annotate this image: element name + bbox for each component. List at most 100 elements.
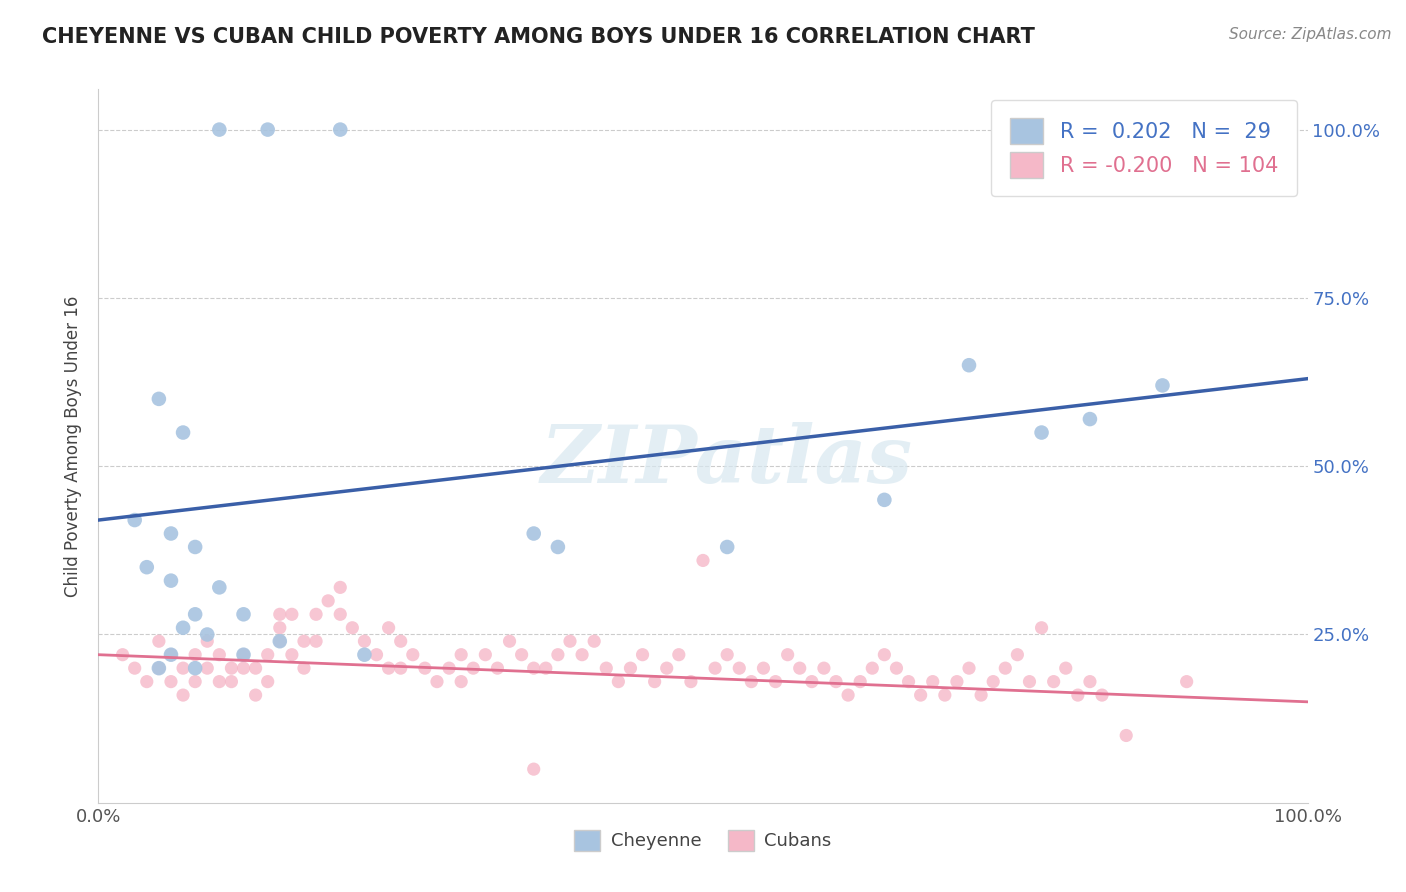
Point — [607, 674, 630, 689]
Point — [474, 648, 496, 662]
Point — [981, 674, 1004, 689]
Point — [437, 661, 460, 675]
Point — [886, 661, 908, 675]
Point — [860, 661, 883, 675]
Point — [789, 661, 811, 675]
Point — [316, 594, 339, 608]
Point — [172, 621, 194, 635]
Point — [1078, 674, 1101, 689]
Point — [148, 634, 170, 648]
Point — [921, 674, 943, 689]
Point — [195, 661, 218, 675]
Point — [389, 634, 412, 648]
Point — [716, 648, 738, 662]
Point — [148, 392, 170, 406]
Point — [148, 661, 170, 675]
Point — [366, 648, 388, 662]
Point — [1115, 729, 1137, 743]
Point — [208, 580, 231, 594]
Point — [728, 661, 751, 675]
Point — [160, 674, 183, 689]
Point — [269, 634, 291, 648]
Point — [245, 661, 267, 675]
Point — [281, 648, 304, 662]
Point — [329, 580, 352, 594]
Point — [413, 661, 436, 675]
Point — [172, 688, 194, 702]
Point — [184, 607, 207, 622]
Point — [208, 674, 231, 689]
Point — [1042, 674, 1064, 689]
Point — [426, 674, 449, 689]
Text: CHEYENNE VS CUBAN CHILD POVERTY AMONG BOYS UNDER 16 CORRELATION CHART: CHEYENNE VS CUBAN CHILD POVERTY AMONG BO… — [42, 27, 1035, 46]
Point — [1078, 412, 1101, 426]
Point — [571, 648, 593, 662]
Point — [994, 661, 1017, 675]
Point — [342, 621, 364, 635]
Point — [1054, 661, 1077, 675]
Point — [353, 634, 375, 648]
Point — [221, 661, 243, 675]
Point — [208, 648, 231, 662]
Point — [957, 358, 980, 372]
Point — [595, 661, 617, 675]
Point — [269, 634, 291, 648]
Legend: Cheyenne, Cubans: Cheyenne, Cubans — [567, 822, 839, 858]
Point — [160, 648, 183, 662]
Point — [135, 560, 157, 574]
Point — [934, 688, 956, 702]
Point — [450, 674, 472, 689]
Point — [329, 122, 352, 136]
Y-axis label: Child Poverty Among Boys Under 16: Child Poverty Among Boys Under 16 — [65, 295, 83, 597]
Point — [389, 661, 412, 675]
Point — [704, 661, 727, 675]
Point — [232, 648, 254, 662]
Point — [305, 634, 328, 648]
Point — [232, 648, 254, 662]
Point — [256, 648, 278, 662]
Point — [523, 526, 546, 541]
Point — [184, 661, 207, 675]
Point — [644, 674, 666, 689]
Point — [873, 648, 896, 662]
Point — [1031, 621, 1053, 635]
Point — [148, 661, 170, 675]
Text: ZIPatlas: ZIPatlas — [541, 422, 914, 499]
Point — [813, 661, 835, 675]
Point — [486, 661, 509, 675]
Point — [668, 648, 690, 662]
Point — [402, 648, 425, 662]
Point — [849, 674, 872, 689]
Point — [160, 526, 183, 541]
Point — [292, 634, 315, 648]
Point — [160, 574, 183, 588]
Point — [1175, 674, 1198, 689]
Point — [463, 661, 485, 675]
Point — [184, 540, 207, 554]
Point — [692, 553, 714, 567]
Point — [547, 648, 569, 662]
Text: Source: ZipAtlas.com: Source: ZipAtlas.com — [1229, 27, 1392, 42]
Point — [1152, 378, 1174, 392]
Point — [377, 661, 399, 675]
Point — [716, 540, 738, 554]
Point — [377, 621, 399, 635]
Point — [1067, 688, 1090, 702]
Point — [679, 674, 702, 689]
Point — [232, 607, 254, 622]
Point — [1031, 425, 1053, 440]
Point — [498, 634, 520, 648]
Point — [160, 648, 183, 662]
Point — [172, 425, 194, 440]
Point — [111, 648, 134, 662]
Point — [124, 513, 146, 527]
Point — [957, 661, 980, 675]
Point — [655, 661, 678, 675]
Point — [124, 661, 146, 675]
Point — [208, 122, 231, 136]
Point — [256, 674, 278, 689]
Point — [195, 634, 218, 648]
Point — [245, 688, 267, 702]
Point — [1091, 688, 1114, 702]
Point — [800, 674, 823, 689]
